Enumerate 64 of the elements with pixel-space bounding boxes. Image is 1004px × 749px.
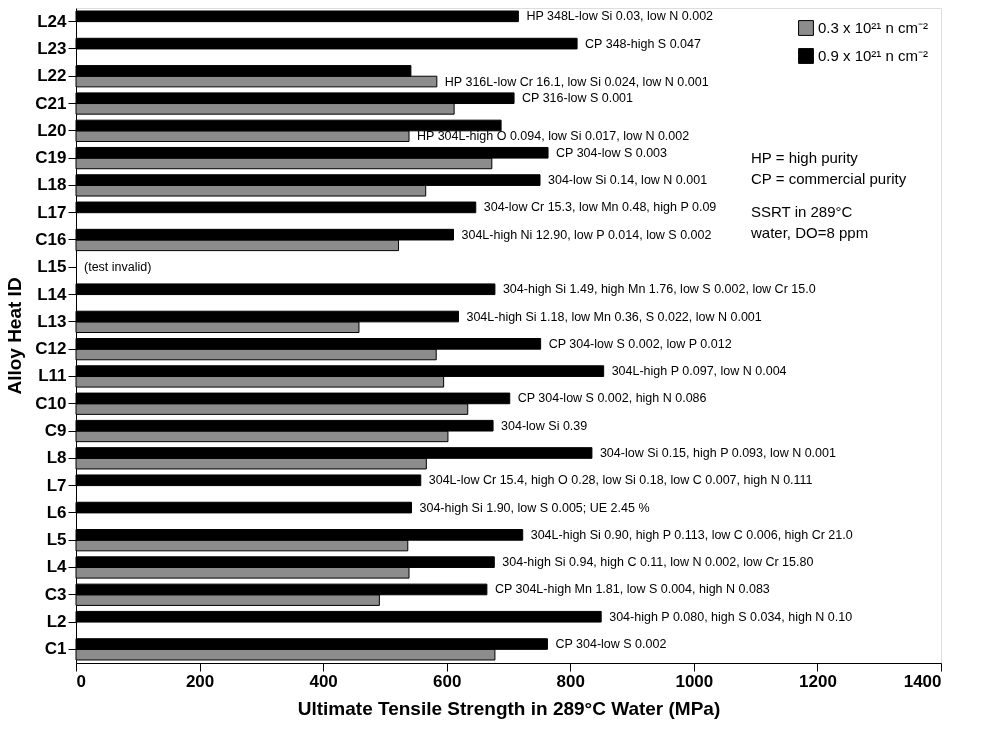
y-tick-label: C16 bbox=[35, 229, 67, 249]
y-tick-label: L11 bbox=[38, 366, 67, 386]
y-tick-label: L5 bbox=[46, 530, 67, 550]
y-tick-label: L14 bbox=[37, 284, 68, 304]
annotation: 304L-low Cr 15.4, high O 0.28, low Si 0.18, low C 0.007, high N 0.111 bbox=[428, 473, 813, 488]
y-tick-label: C10 bbox=[35, 393, 67, 413]
annotation: CP = commercial purity bbox=[751, 170, 907, 187]
annotation: 304L-high P 0.097, low N 0.004 bbox=[611, 364, 787, 379]
y-tick-label: L23 bbox=[37, 38, 67, 58]
annotation: CP 348-high S 0.047 bbox=[585, 36, 701, 51]
annotation: CP 304-low S 0.002 bbox=[555, 637, 667, 652]
annotation: 304-high Si 1.90, low S 0.005; UE 2.45 % bbox=[419, 500, 650, 515]
annotation: 304-low Si 0.15, high P 0.093, low N 0.001 bbox=[599, 445, 836, 460]
annotation: 304-high P 0.080, high S 0.034, high N 0.10 bbox=[609, 609, 853, 624]
annotation: 304-low Cr 15.3, low Mn 0.48, high P 0.09 bbox=[483, 200, 717, 215]
x-tick-label: 1000 bbox=[675, 671, 714, 691]
x-tick-label: 1400 bbox=[903, 671, 942, 691]
annotation: 304-high Si 0.94, high C 0.11, low N 0.002, low Cr 15.80 bbox=[502, 555, 814, 570]
y-tick-label: C19 bbox=[35, 148, 67, 168]
annotation: CP 304-low S 0.002, low P 0.012 bbox=[548, 336, 732, 351]
y-tick-label: C1 bbox=[44, 639, 67, 659]
x-tick-label: 1200 bbox=[799, 671, 837, 691]
x-tick-label: 200 bbox=[185, 671, 215, 691]
annotation: 304-low Si 0.14, low N 0.001 bbox=[548, 173, 708, 188]
annotation: CP 304-low S 0.002, high N 0.086 bbox=[517, 391, 707, 406]
annotation: (test invalid) bbox=[84, 260, 152, 275]
y-tick-label: C3 bbox=[44, 584, 67, 604]
x-tick-label: 400 bbox=[309, 671, 338, 691]
legend-label: 0.3 x 10²¹ n cm⁻² bbox=[818, 19, 929, 36]
annotation: 304L-high Si 0.90, high P 0.113, low C 0.006, high Cr 21.0 bbox=[530, 527, 853, 542]
annotation: SSRT in 289°C bbox=[751, 203, 853, 220]
x-axis-title: Ultimate Tensile Strength in 289°C Water (MPa) bbox=[297, 697, 721, 719]
y-tick-label: L22 bbox=[37, 66, 67, 86]
annotation: CP 304L-high Mn 1.81, low S 0.004, high N 0.083 bbox=[494, 582, 770, 597]
annotation: 304L-high Si 1.18, low Mn 0.36, S 0.022, low N 0.001 bbox=[466, 309, 762, 324]
annotation: HP = high purity bbox=[751, 149, 859, 166]
y-tick-label: L20 bbox=[37, 120, 67, 140]
legend-label: 0.9 x 10²¹ n cm⁻² bbox=[818, 47, 929, 64]
y-tick-label: L24 bbox=[37, 11, 68, 31]
annotation: CP 316-low S 0.001 bbox=[522, 91, 634, 106]
y-tick-label: L18 bbox=[37, 175, 67, 195]
annotation: CP 304-low S 0.003 bbox=[556, 145, 668, 160]
y-tick-label: C21 bbox=[35, 93, 67, 113]
y-tick-label: L4 bbox=[46, 557, 68, 577]
annotation: HP 304L-high O 0.094, low Si 0.017, low N 0.002 bbox=[417, 129, 690, 144]
x-tick-label: 0 bbox=[76, 671, 86, 691]
annotation: 304-low Si 0.39 bbox=[501, 418, 588, 433]
y-tick-label: L13 bbox=[37, 311, 67, 331]
annotation: 304L-high Ni 12.90, low P 0.014, low S 0.002 bbox=[461, 227, 712, 242]
annotation: HP 316L-low Cr 16.1, low Si 0.024, low N 0.001 bbox=[444, 74, 709, 89]
x-tick-label: 800 bbox=[556, 671, 585, 691]
y-axis-title: Alloy Heat ID bbox=[4, 277, 26, 395]
y-tick-label: L6 bbox=[46, 502, 67, 522]
y-tick-label: C9 bbox=[44, 421, 67, 441]
annotation: HP 348L-low Si 0.03, low N 0.002 bbox=[526, 9, 714, 24]
y-tick-label: L7 bbox=[46, 475, 67, 495]
y-tick-label: L17 bbox=[37, 202, 67, 222]
y-tick-label: L2 bbox=[46, 612, 67, 632]
y-tick-label: L15 bbox=[37, 257, 67, 277]
y-tick-label: C12 bbox=[35, 339, 67, 359]
annotation: 304-high Si 1.49, high Mn 1.76, low S 0.002, low Cr 15.0 bbox=[502, 282, 816, 297]
x-tick-label: 600 bbox=[433, 671, 462, 691]
annotation: water, DO=8 ppm bbox=[750, 224, 869, 241]
y-tick-label: L8 bbox=[46, 448, 67, 468]
